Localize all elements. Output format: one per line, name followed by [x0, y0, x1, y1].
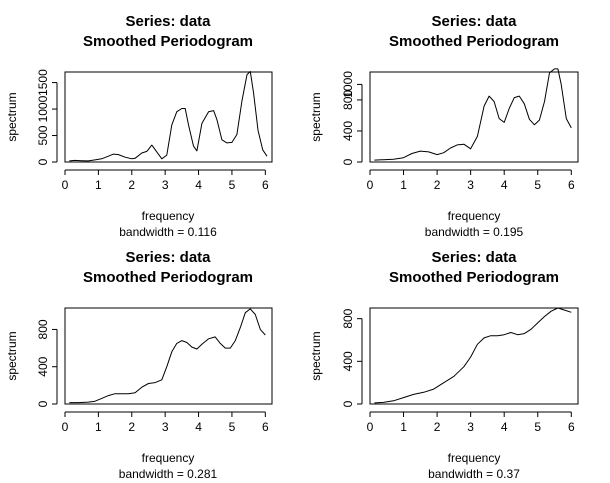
bandwidth-label: bandwidth = 0.116 [119, 225, 217, 239]
bandwidth-label: bandwidth = 0.195 [425, 225, 524, 239]
y-tick-label: 800 [341, 308, 355, 328]
chart-title: Series: data [431, 13, 517, 30]
x-tick-label: 3 [467, 420, 474, 434]
x-tick-label: 5 [534, 420, 541, 434]
y-axis-label: spectrum [5, 331, 19, 380]
x-tick-label: 0 [367, 178, 374, 192]
x-axis-label: frequency [448, 209, 501, 223]
chart-subtitle: Smoothed Periodogram [389, 33, 559, 50]
x-tick-label: 3 [162, 178, 169, 192]
bandwidth-label: bandwidth = 0.37 [428, 467, 520, 481]
spectrum-series-line [69, 308, 266, 404]
chart-panel-3: Series: data Smoothed Periodogram 0 1 2 3 4 5 6 0… [5, 249, 273, 481]
chart-subtitle: Smoothed Periodogram [83, 33, 253, 50]
x-tick-label: 0 [367, 420, 374, 434]
chart-subtitle: Smoothed Periodogram [389, 269, 559, 286]
x-axis-label: frequency [142, 209, 195, 223]
y-tick-label: 0 [341, 400, 355, 407]
y-tick-label: 400 [36, 356, 50, 376]
x-tick-label: 1 [95, 420, 102, 434]
x-tick-label: 2 [434, 420, 441, 434]
chart-title: Series: data [125, 249, 211, 266]
x-tick-label: 4 [501, 178, 508, 192]
x-axis-label: frequency [142, 451, 195, 465]
x-tick-label: 4 [195, 178, 202, 192]
plot-frame [369, 71, 579, 163]
chart-panel-4: Series: data Smoothed Periodogram 0 1 2 3 4 5 6 0… [309, 249, 579, 481]
bandwidth-label: bandwidth = 0.281 [119, 467, 218, 481]
y-axis-label: spectrum [309, 92, 323, 141]
x-tick-label: 5 [229, 178, 236, 192]
x-tick-label: 1 [400, 420, 407, 434]
x-tick-label: 4 [501, 420, 508, 434]
spectrum-series-line [374, 68, 572, 161]
y-tick-label: 0 [36, 158, 50, 165]
y-axis-label: spectrum [309, 331, 323, 380]
chart-title: Series: data [125, 13, 211, 30]
y-tick-label: 400 [341, 351, 355, 371]
x-tick-label: 1 [400, 178, 407, 192]
y-tick-label: 1500 [36, 69, 50, 96]
y-tick-label: 800 [36, 319, 50, 339]
y-tick-label: 800 [341, 90, 355, 110]
y-tick-label: 1000 [36, 95, 50, 122]
x-axis-label: frequency [448, 451, 501, 465]
x-tick-label: 0 [62, 178, 69, 192]
y-tick-label: 1000 [341, 71, 355, 98]
x-tick-label: 3 [467, 178, 474, 192]
x-tick-label: 2 [434, 178, 441, 192]
x-tick-label: 3 [162, 420, 169, 434]
spectrum-series-line [374, 307, 572, 404]
x-tick-label: 1 [95, 178, 102, 192]
plot-frame [64, 71, 273, 163]
y-tick-label: 0 [36, 400, 50, 407]
x-tick-label: 6 [568, 178, 575, 192]
plot-frame [64, 307, 273, 405]
y-tick-label: 400 [341, 121, 355, 141]
x-tick-label: 5 [534, 178, 541, 192]
y-tick-label: 500 [36, 125, 50, 145]
chart-subtitle: Smoothed Periodogram [83, 269, 253, 286]
x-tick-label: 6 [262, 420, 269, 434]
x-tick-label: 0 [62, 420, 69, 434]
x-tick-label: 5 [229, 420, 236, 434]
y-axis-label: spectrum [5, 92, 19, 141]
x-tick-label: 6 [568, 420, 575, 434]
chart-title: Series: data [431, 249, 517, 266]
x-tick-label: 2 [128, 178, 135, 192]
x-tick-label: 2 [128, 420, 135, 434]
x-tick-label: 6 [262, 178, 269, 192]
x-tick-label: 4 [195, 420, 202, 434]
chart-panel-1: Series: data Smoothed Periodogram 0 1 2 3 4 5 6 0… [5, 13, 273, 239]
chart-panel-2: Series: data Smoothed Periodogram 0 1 2 3 4 5 6 0… [309, 13, 579, 239]
y-tick-label: 0 [341, 158, 355, 165]
plot-frame [369, 307, 579, 405]
spectrum-series-line [69, 71, 268, 162]
